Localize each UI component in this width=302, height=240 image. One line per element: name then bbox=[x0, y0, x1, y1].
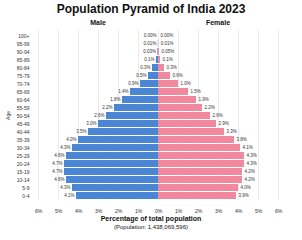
svg-text:0-4: 0-4 bbox=[22, 193, 29, 199]
svg-text:3.8%: 3.8% bbox=[237, 137, 247, 142]
svg-text:0.01%: 0.01% bbox=[161, 41, 174, 46]
svg-text:0.00%: 0.00% bbox=[144, 33, 157, 38]
svg-text:95-99: 95-99 bbox=[17, 41, 30, 47]
svg-text:0.3%: 0.3% bbox=[167, 65, 177, 70]
html-text:Male: Male bbox=[90, 19, 106, 26]
svg-text:1.9%: 1.9% bbox=[199, 97, 209, 102]
svg-text:4.0%: 4.0% bbox=[66, 137, 76, 142]
svg-text:1%: 1% bbox=[175, 208, 183, 214]
svg-text:4%: 4% bbox=[75, 208, 83, 214]
svg-text:0.5%: 0.5% bbox=[136, 73, 146, 78]
svg-text:3.9%: 3.9% bbox=[239, 193, 249, 198]
svg-text:65-69: 65-69 bbox=[17, 89, 30, 95]
svg-text:90-94: 90-94 bbox=[17, 49, 30, 55]
svg-text:4.3%: 4.3% bbox=[247, 161, 257, 166]
svg-text:3.5%: 3.5% bbox=[76, 129, 86, 134]
svg-text:4.3%: 4.3% bbox=[60, 145, 70, 150]
svg-text:0.03%: 0.03% bbox=[143, 49, 156, 54]
svg-text:4.1%: 4.1% bbox=[243, 145, 253, 150]
svg-text:3%: 3% bbox=[95, 208, 103, 214]
svg-text:75-79: 75-79 bbox=[17, 73, 30, 79]
svg-text:6%: 6% bbox=[35, 208, 43, 214]
svg-text:4.6%: 4.6% bbox=[54, 153, 64, 158]
svg-text:35-39: 35-39 bbox=[17, 137, 30, 143]
svg-text:4.3%: 4.3% bbox=[60, 185, 70, 190]
svg-text:0.05%: 0.05% bbox=[162, 49, 175, 54]
svg-text:Age: Age bbox=[5, 111, 11, 120]
svg-text:0.01%: 0.01% bbox=[144, 41, 157, 46]
html-text:(Population: 1,438,069,596): (Population: 1,438,069,596) bbox=[114, 224, 188, 230]
svg-text:0.00%: 0.00% bbox=[161, 33, 174, 38]
svg-text:2.9%: 2.9% bbox=[219, 121, 229, 126]
html-text:Percentage of total population: Percentage of total population bbox=[100, 215, 202, 222]
svg-text:3.3%: 3.3% bbox=[227, 129, 237, 134]
svg-text:25-29: 25-29 bbox=[17, 153, 30, 159]
svg-text:4.7%: 4.7% bbox=[52, 169, 62, 174]
svg-text:0.9%: 0.9% bbox=[128, 81, 138, 86]
svg-text:5%: 5% bbox=[255, 208, 263, 214]
svg-text:1%: 1% bbox=[135, 208, 143, 214]
svg-text:40-44: 40-44 bbox=[17, 129, 30, 135]
svg-text:2.2%: 2.2% bbox=[102, 105, 112, 110]
svg-text:55-59: 55-59 bbox=[17, 105, 30, 111]
svg-text:100+: 100+ bbox=[18, 33, 29, 39]
svg-text:2.6%: 2.6% bbox=[213, 113, 223, 118]
svg-text:1.4%: 1.4% bbox=[118, 89, 128, 94]
svg-text:4.6%: 4.6% bbox=[54, 177, 64, 182]
html-text:Population Pyramid of India 20: Population Pyramid of India 2023 bbox=[56, 2, 246, 16]
svg-text:80-84: 80-84 bbox=[17, 65, 30, 71]
svg-text:0.1%: 0.1% bbox=[163, 57, 173, 62]
html-text:Female: Female bbox=[205, 19, 231, 26]
svg-text:4.7%: 4.7% bbox=[52, 161, 62, 166]
svg-text:2.6%: 2.6% bbox=[94, 113, 104, 118]
svg-text:3.0%: 3.0% bbox=[86, 121, 96, 126]
svg-text:3%: 3% bbox=[215, 208, 223, 214]
svg-text:2.2%: 2.2% bbox=[205, 105, 215, 110]
svg-text:50-54: 50-54 bbox=[17, 113, 30, 119]
svg-text:1.8%: 1.8% bbox=[110, 97, 120, 102]
svg-text:85-89: 85-89 bbox=[17, 57, 30, 63]
svg-text:1.0%: 1.0% bbox=[181, 81, 191, 86]
svg-text:15-19: 15-19 bbox=[17, 169, 30, 175]
svg-text:0%: 0% bbox=[155, 208, 163, 214]
svg-text:60-64: 60-64 bbox=[17, 97, 30, 103]
svg-text:4.3%: 4.3% bbox=[247, 153, 257, 158]
svg-text:70-74: 70-74 bbox=[17, 81, 30, 87]
svg-text:30-34: 30-34 bbox=[17, 145, 30, 151]
svg-text:2%: 2% bbox=[195, 208, 203, 214]
svg-text:4.2%: 4.2% bbox=[245, 169, 255, 174]
svg-text:4.0%: 4.0% bbox=[241, 185, 251, 190]
svg-text:20-24: 20-24 bbox=[17, 161, 30, 167]
svg-text:6%: 6% bbox=[275, 208, 283, 214]
svg-text:45-49: 45-49 bbox=[17, 121, 30, 127]
svg-text:5-9: 5-9 bbox=[22, 185, 29, 191]
svg-text:0.1%: 0.1% bbox=[144, 57, 154, 62]
svg-text:0.3%: 0.3% bbox=[140, 65, 150, 70]
svg-text:4.2%: 4.2% bbox=[245, 177, 255, 182]
svg-text:4%: 4% bbox=[235, 208, 243, 214]
svg-text:5%: 5% bbox=[55, 208, 63, 214]
svg-text:1.5%: 1.5% bbox=[191, 89, 201, 94]
svg-text:4.1%: 4.1% bbox=[64, 193, 74, 198]
svg-text:0.6%: 0.6% bbox=[173, 73, 183, 78]
svg-text:2%: 2% bbox=[115, 208, 123, 214]
svg-text:10-14: 10-14 bbox=[17, 177, 30, 183]
